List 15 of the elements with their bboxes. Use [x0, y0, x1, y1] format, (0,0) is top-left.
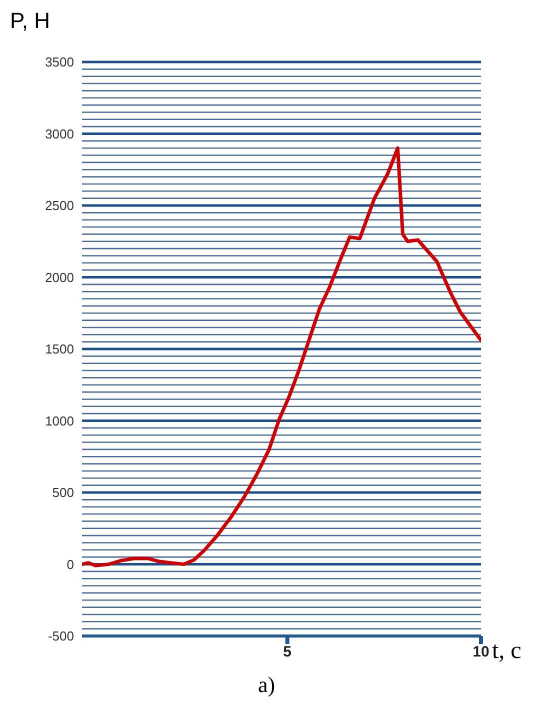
y-tick-label: 2500	[45, 198, 74, 214]
y-tick-label: 1500	[45, 342, 74, 357]
y-tick-label: 2000	[45, 270, 74, 285]
x-tick-label: 10	[472, 644, 490, 661]
text: a)	[258, 672, 276, 698]
y-axis-title: P, H	[10, 8, 50, 34]
x-tick-label: 5	[283, 644, 292, 661]
y-tick-label: -500	[48, 628, 74, 644]
line-series	[82, 146, 481, 568]
y-tick-label: 3500	[45, 54, 74, 70]
y-tick-label: 500	[52, 485, 74, 500]
y-tick-label: 0	[66, 556, 74, 572]
x-axis-title: t, c	[492, 638, 522, 665]
y-tick-label: 1000	[45, 413, 74, 428]
y-tick-label: 3000	[45, 126, 74, 142]
